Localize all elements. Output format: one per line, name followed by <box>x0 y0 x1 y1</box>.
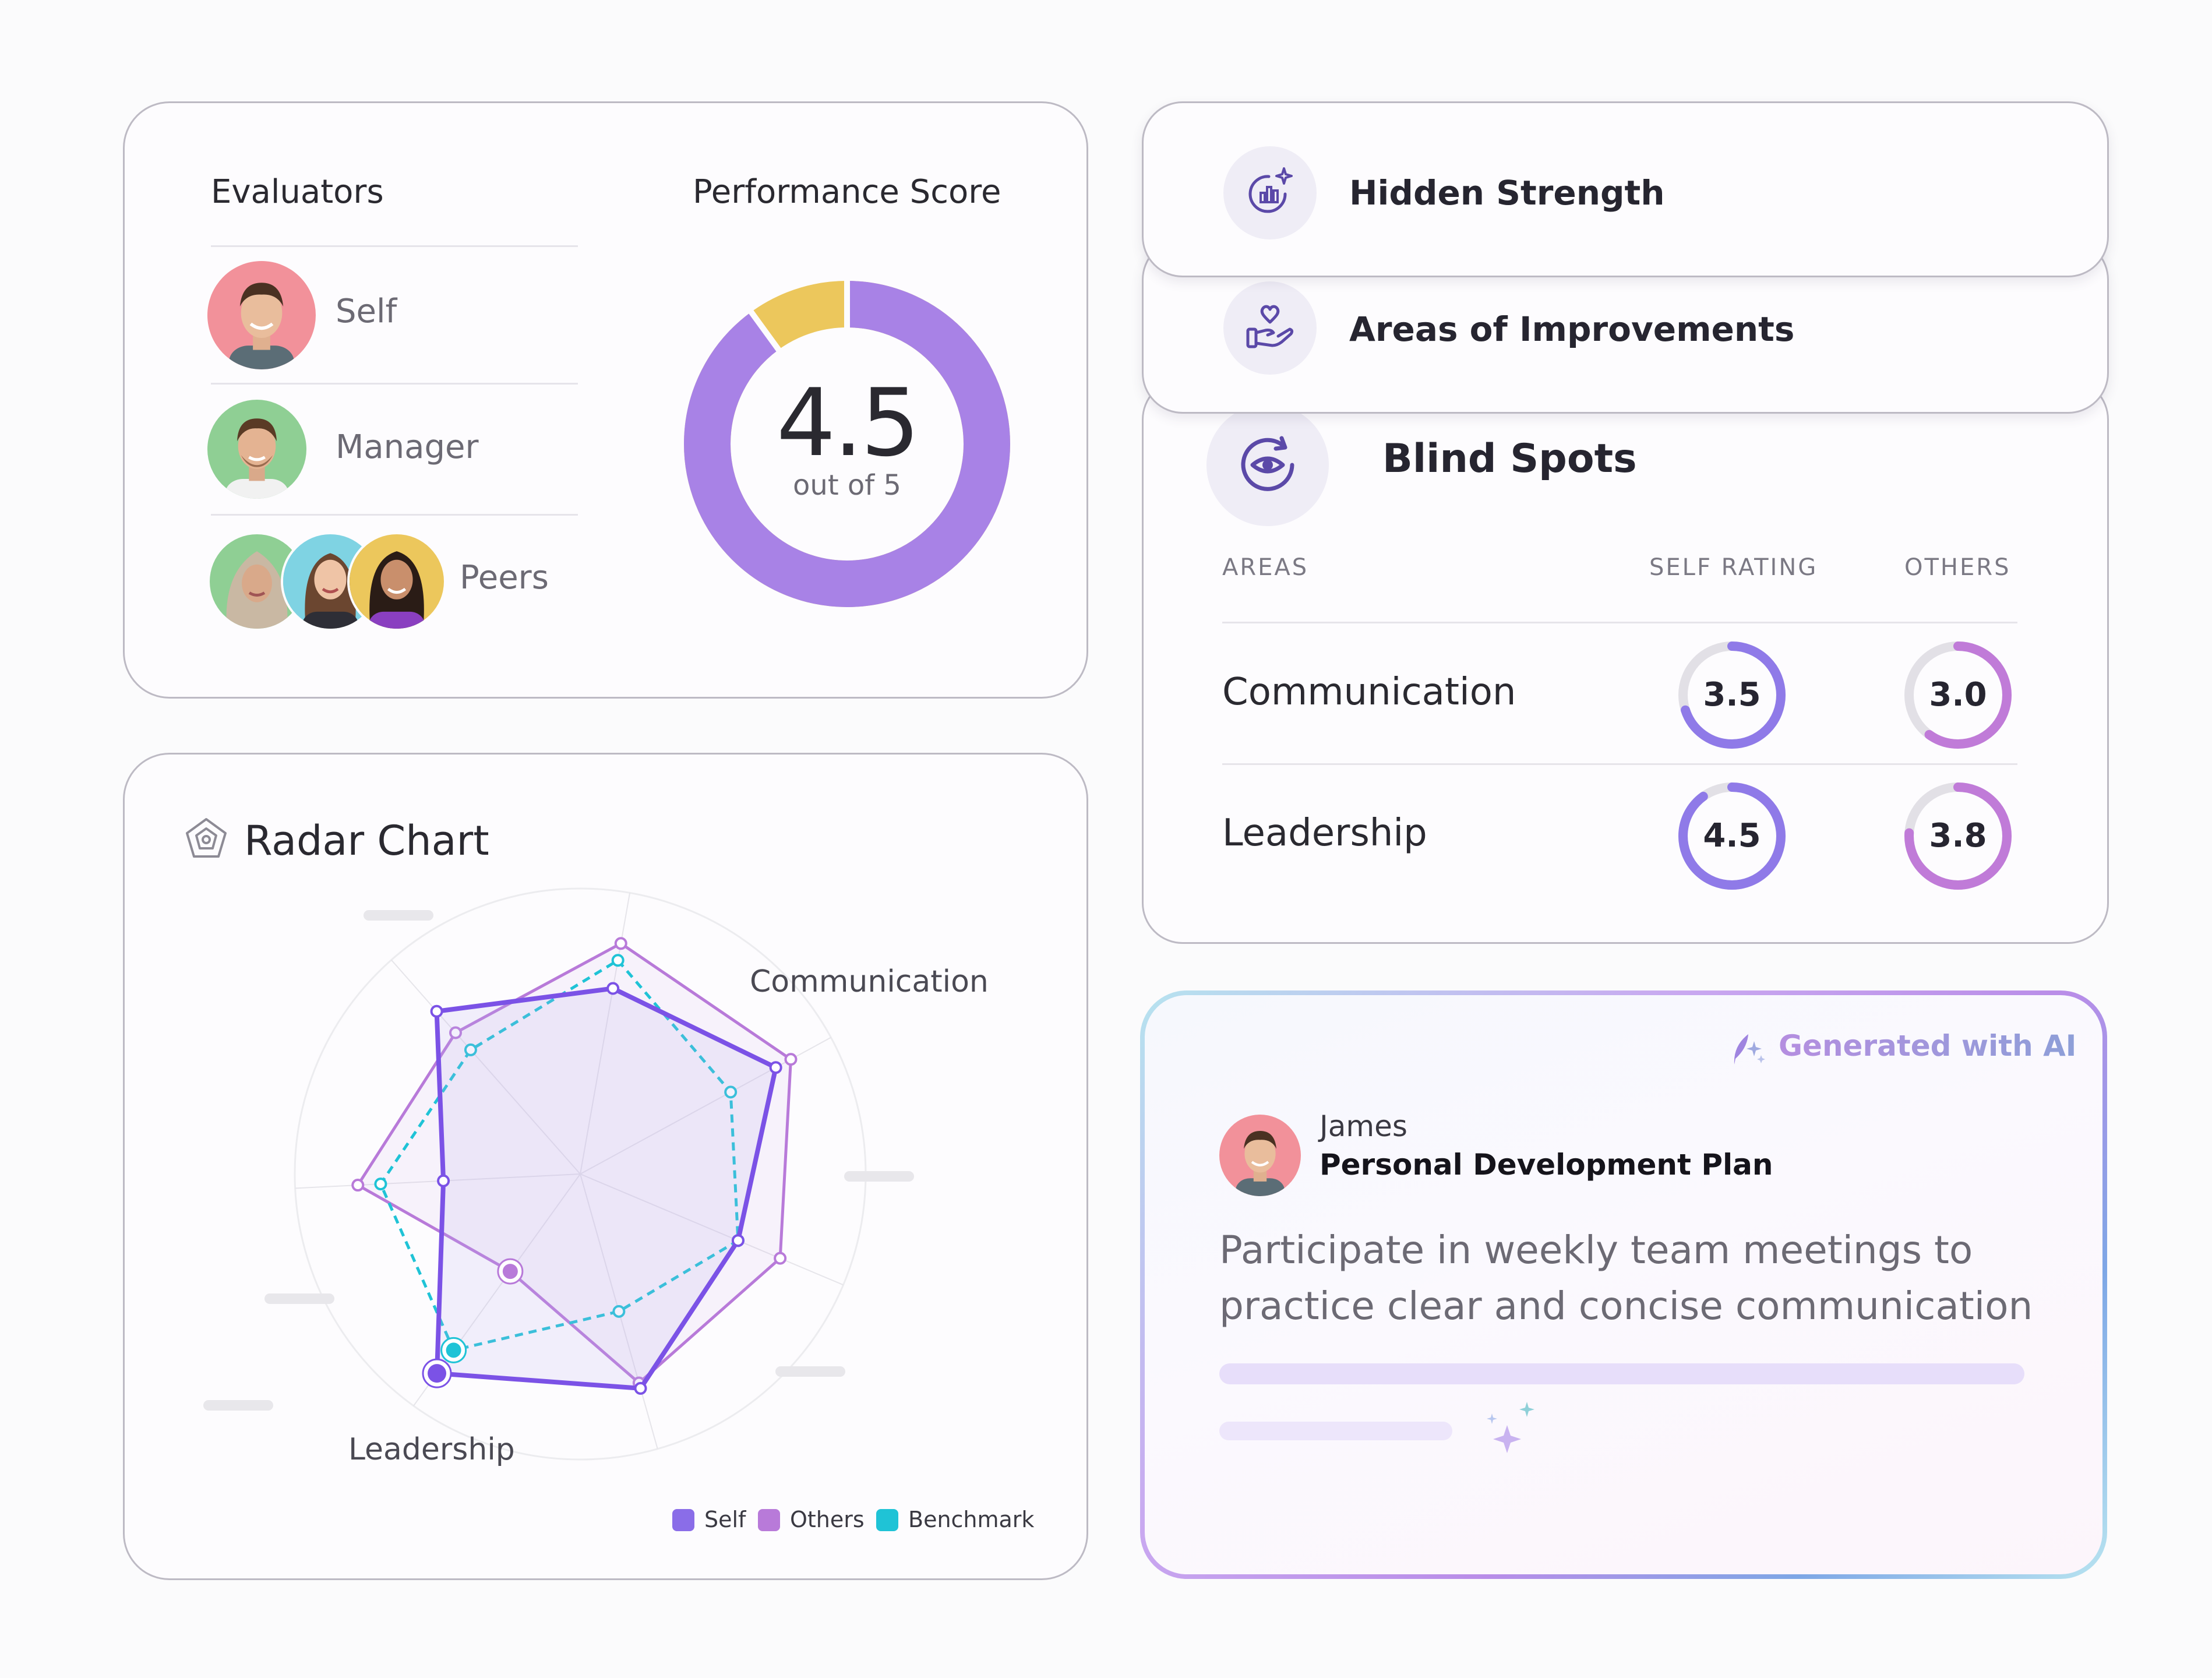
column-header-others: OTHERS <box>1904 554 2011 581</box>
rating-ring-progress <box>1678 641 1786 749</box>
hand-heart-icon <box>1246 305 1294 348</box>
divider <box>1222 622 2017 623</box>
eye-target-icon <box>1241 436 1294 491</box>
legend-swatch-benchmark <box>876 1509 898 1531</box>
evaluator-label-self: Self <box>336 292 397 330</box>
radar-axis-spoke <box>391 959 581 1175</box>
donut-gap <box>747 308 783 354</box>
column-header-self-rating: SELF RATING <box>1649 554 1818 581</box>
radar-point-benchmark-1 <box>611 954 625 967</box>
self-rating-ring-leadership <box>1678 782 1786 890</box>
radar-point-self-2 <box>769 1061 782 1074</box>
rating-ring-progress <box>1678 782 1786 890</box>
pentagon-icon <box>186 818 227 858</box>
loading-placeholder-bar <box>1219 1422 1452 1440</box>
self-avatar[interactable] <box>207 261 316 369</box>
ai-development-plan-card: Generated with AI James Personal Develop… <box>1140 990 2107 1579</box>
divider <box>211 514 578 516</box>
radar-point-others-6 <box>351 1179 365 1192</box>
radar-point-self-1 <box>606 982 620 995</box>
radar-axis-label-leadership: Leadership <box>348 1432 515 1467</box>
performance-score-subtitle: out of 5 <box>793 469 901 502</box>
area-label-communication: Communication <box>1222 671 1516 714</box>
divider <box>211 383 578 385</box>
blind-spots-icon-bg <box>1206 404 1329 526</box>
column-header-areas: AREAS <box>1222 554 1309 581</box>
radar-axis-label-placeholder <box>775 1366 845 1377</box>
blind-spots-title: Blind Spots <box>1382 436 1637 482</box>
radar-highlight-dot-others <box>502 1264 518 1279</box>
legend-label-others[interactable]: Others <box>790 1507 865 1532</box>
radar-point-others-7 <box>449 1026 463 1039</box>
radar-chart-title: Radar Chart <box>244 817 489 865</box>
radar-series-benchmark <box>379 958 740 1352</box>
radar-point-benchmark-4 <box>612 1305 626 1318</box>
divider <box>211 245 578 247</box>
pdp-person-name: James <box>1320 1109 1407 1143</box>
pdp-title: Personal Development Plan <box>1320 1148 1773 1182</box>
hidden-strength-card[interactable]: Hidden Strength <box>1142 101 2109 277</box>
legend-swatch-self <box>672 1509 694 1531</box>
area-label-leadership: Leadership <box>1222 812 1427 855</box>
radar-point-others-3 <box>774 1252 787 1265</box>
others-rating-ring-communication <box>1904 641 2012 749</box>
areas-of-improvements-title: Areas of Improvements <box>1349 309 1795 349</box>
radar-chart-card: Radar Chart Communication Leadership Sel… <box>123 753 1088 1580</box>
radar-highlight-dot-self <box>428 1364 447 1383</box>
rating-ring-progress <box>1904 641 2012 749</box>
radar-chart: Communication Leadership <box>203 887 989 1467</box>
radar-point-self-6 <box>437 1174 450 1187</box>
self-rating-ring-communication <box>1678 641 1786 749</box>
radar-point-benchmark-2 <box>724 1085 738 1099</box>
radar-axis-label-placeholder <box>844 1171 914 1182</box>
blind-spots-card: Blind Spots AREAS SELF RATING OTHERS Com… <box>1142 379 2109 944</box>
legend-label-self[interactable]: Self <box>704 1507 746 1532</box>
radar-point-benchmark-7 <box>464 1043 477 1056</box>
evaluator-label-manager: Manager <box>336 428 479 466</box>
sparkles-icon <box>1487 1402 1534 1453</box>
manager-avatar[interactable] <box>207 400 306 499</box>
performance-donut-chart <box>684 278 1010 607</box>
radar-highlight-dot-benchmark <box>446 1342 461 1358</box>
james-avatar[interactable] <box>1219 1115 1301 1196</box>
radar-point-benchmark-6 <box>374 1178 387 1191</box>
self-rating-value-leadership: 4.5 <box>1703 817 1761 855</box>
others-rating-value-leadership: 3.8 <box>1929 817 1987 855</box>
others-rating-value-communication: 3.0 <box>1929 676 1987 714</box>
evaluators-title: Evaluators <box>211 173 384 211</box>
radar-point-self-7 <box>430 1004 443 1018</box>
self-rating-value-communication: 3.5 <box>1703 676 1761 714</box>
ai-card-inner: Generated with AI James Personal Develop… <box>1145 995 2102 1574</box>
divider <box>1222 763 2017 765</box>
legend-swatch-others <box>758 1509 780 1531</box>
radar-axis-label-communication: Communication <box>750 964 989 999</box>
improvements-icon-bg <box>1223 281 1317 375</box>
radar-axis-spoke <box>580 1173 844 1286</box>
ai-sparkle-feather-icon <box>1734 1034 1765 1064</box>
radar-axis-label-placeholder <box>203 1400 273 1411</box>
radar-axis-label-placeholder <box>364 910 433 921</box>
hidden-strength-icon-bg <box>1223 146 1317 239</box>
pdp-recommendation-text: Participate in weekly team meetings to p… <box>1219 1228 2033 1328</box>
chart-sparkle-icon <box>1248 167 1293 213</box>
radar-axis-label-placeholder <box>264 1293 334 1304</box>
radar-point-self-4 <box>634 1381 647 1395</box>
radar-point-others-1 <box>614 937 627 950</box>
peer-avatar-3[interactable] <box>347 532 446 631</box>
generated-with-ai-tag: Generated with AI <box>1779 1029 2077 1063</box>
legend-label-benchmark[interactable]: Benchmark <box>908 1507 1035 1532</box>
evaluators-card: Evaluators Performance Score Self Manage… <box>123 101 1088 699</box>
radar-point-others-2 <box>784 1053 798 1066</box>
hidden-strength-title: Hidden Strength <box>1349 173 1665 213</box>
loading-placeholder-bar <box>1219 1363 2024 1384</box>
performance-score-title: Performance Score <box>693 173 1001 211</box>
evaluator-label-peers: Peers <box>460 559 549 597</box>
radar-series-self <box>434 986 778 1391</box>
others-rating-ring-leadership <box>1904 782 2012 890</box>
radar-point-self-3 <box>731 1234 745 1247</box>
performance-score-value: 4.5 <box>776 368 920 477</box>
rating-ring-progress <box>1904 782 2012 890</box>
